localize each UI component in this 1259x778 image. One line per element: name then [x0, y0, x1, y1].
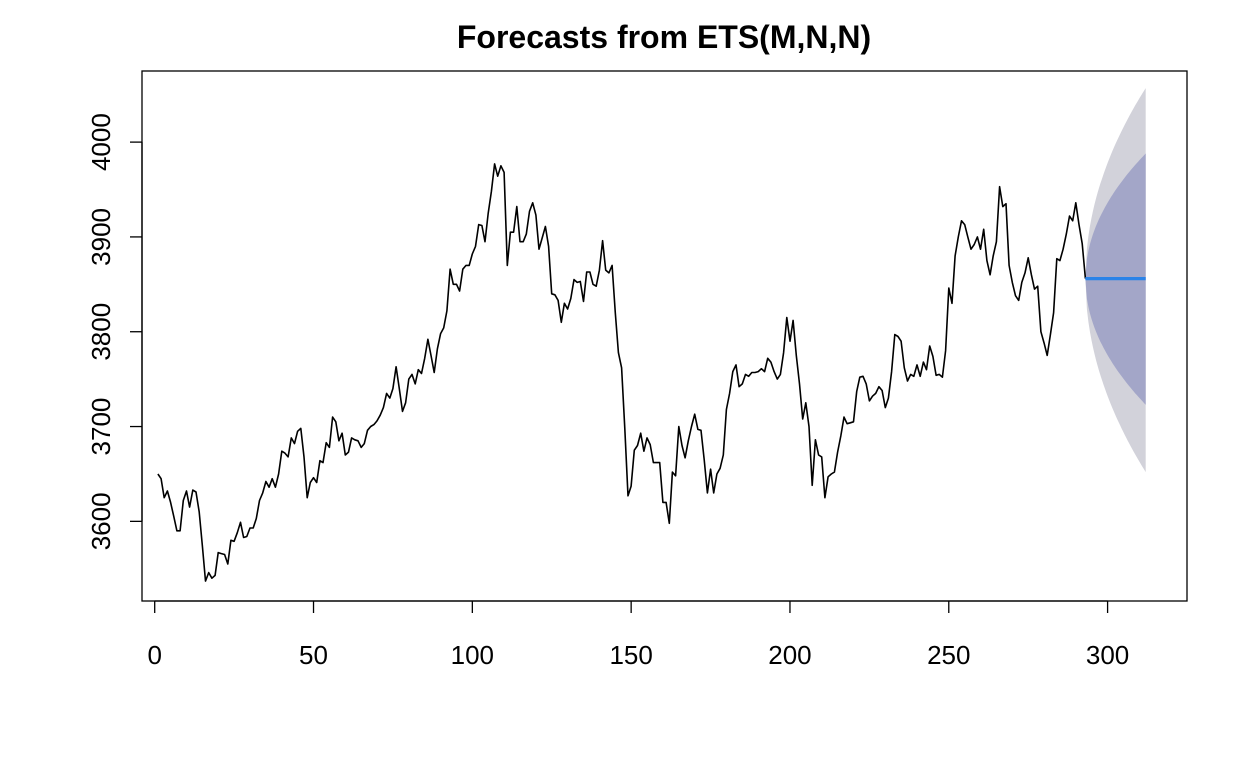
x-tick-label: 300 — [1086, 640, 1129, 670]
x-tick-label: 0 — [147, 640, 161, 670]
y-tick-label: 3700 — [86, 398, 116, 456]
x-tick-label: 100 — [451, 640, 494, 670]
x-tick-label: 250 — [927, 640, 970, 670]
chart-title: Forecasts from ETS(M,N,N) — [457, 19, 871, 55]
plot-area — [157, 88, 1146, 582]
series-line-0 — [157, 163, 1087, 582]
y-axis: 3600 3700 3800 3900 4000 — [86, 113, 143, 550]
y-tick-label: 3600 — [86, 492, 116, 550]
x-tick-label: 200 — [768, 640, 811, 670]
x-tick-label: 50 — [299, 640, 328, 670]
y-tick-label: 3800 — [86, 303, 116, 361]
y-tick-label: 4000 — [86, 113, 116, 171]
x-tick-label: 150 — [609, 640, 652, 670]
plot-frame — [141, 70, 1188, 602]
x-axis: 0 50 100 150 200 250 300 — [147, 600, 1129, 670]
y-tick-label: 3900 — [86, 208, 116, 266]
